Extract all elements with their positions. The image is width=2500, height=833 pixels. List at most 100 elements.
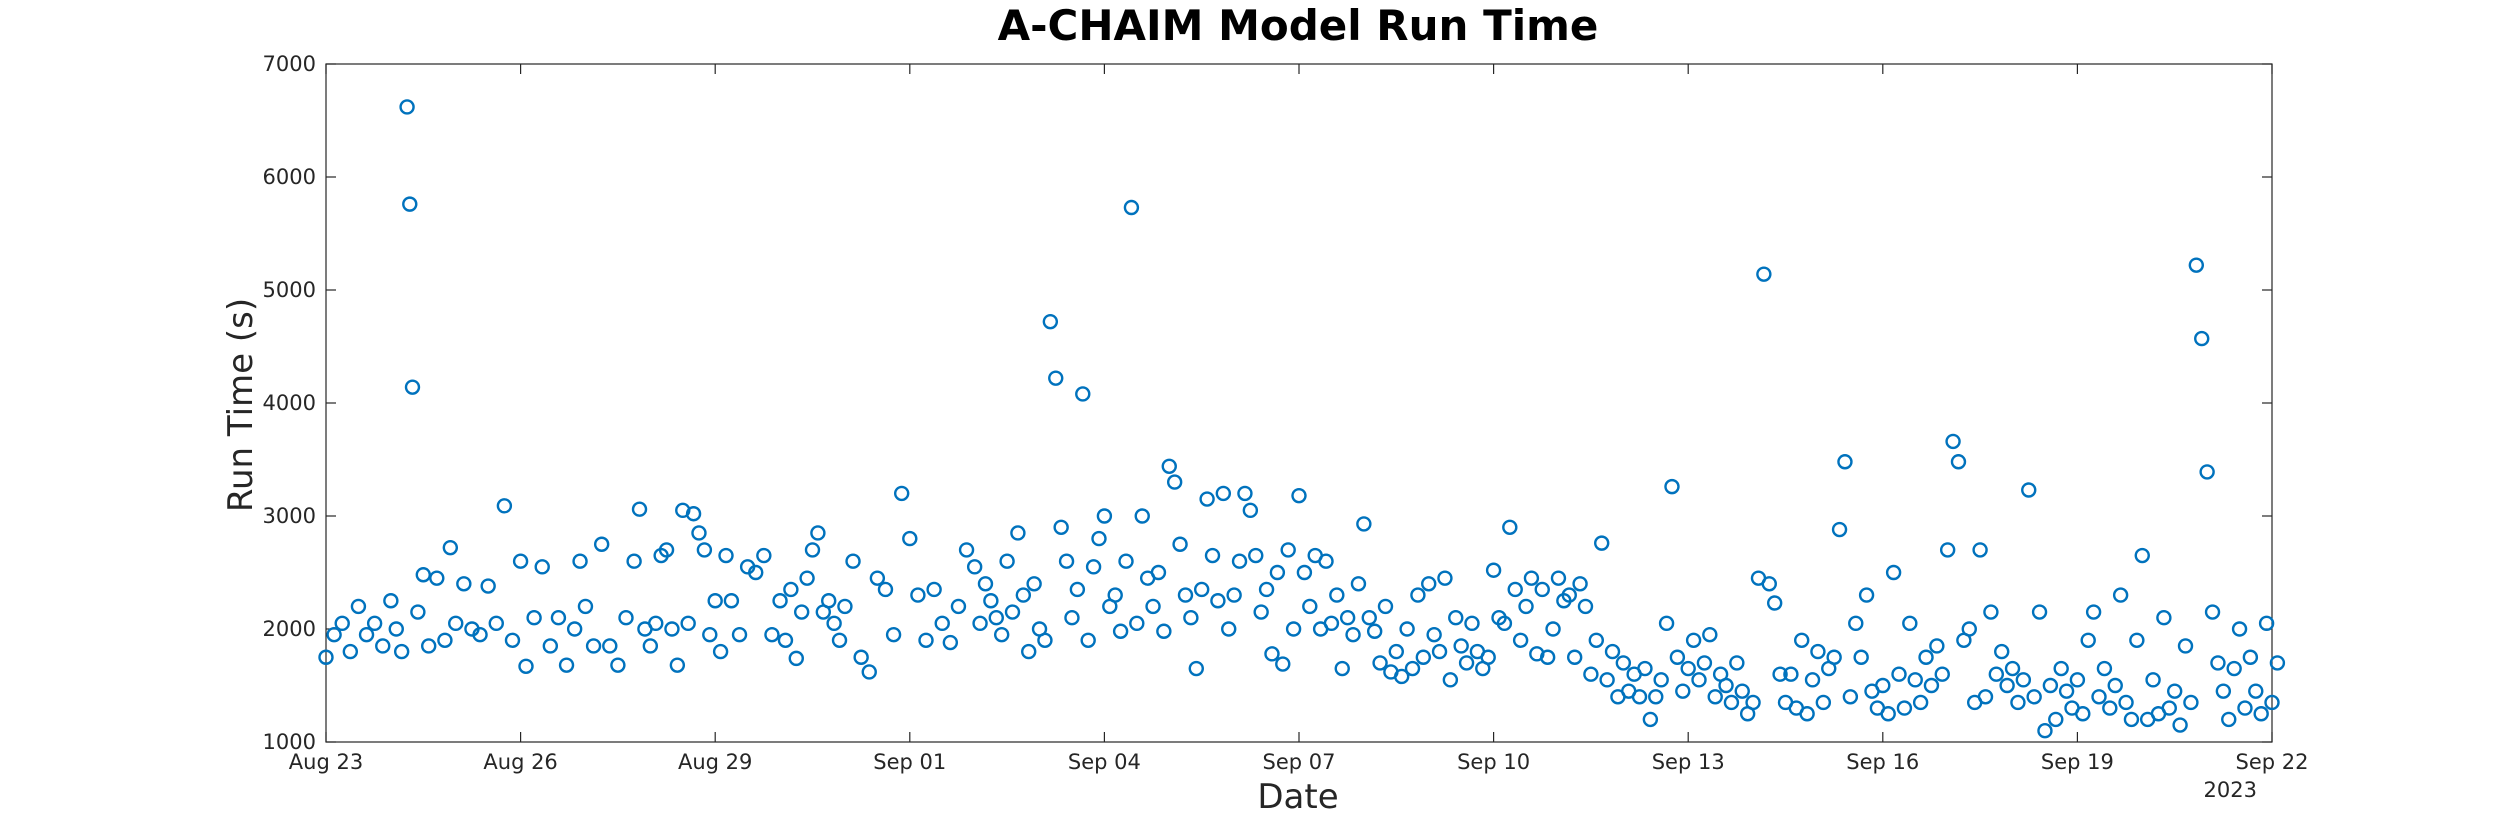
y-tick-label: 5000 xyxy=(263,278,316,302)
data-point xyxy=(658,542,675,558)
y-tick-label: 7000 xyxy=(263,52,316,76)
data-point xyxy=(1518,598,1534,615)
data-point xyxy=(1431,643,1448,660)
data-point xyxy=(1226,587,1242,603)
data-point xyxy=(1939,542,1956,558)
data-point xyxy=(1539,649,1556,665)
data-point xyxy=(1961,621,1977,637)
data-point xyxy=(950,598,967,615)
data-point xyxy=(566,621,583,637)
data-point xyxy=(1096,508,1113,524)
data-point xyxy=(1329,587,1345,603)
data-point xyxy=(2221,711,2237,728)
data-point xyxy=(1458,655,1475,671)
data-point xyxy=(480,578,496,594)
data-point xyxy=(2031,604,2048,620)
data-point xyxy=(1918,649,1934,665)
data-point xyxy=(1291,487,1307,504)
data-point xyxy=(1464,615,1480,632)
data-point xyxy=(926,581,942,598)
data-point xyxy=(626,553,642,569)
data-point xyxy=(2037,723,2053,739)
data-point xyxy=(618,610,634,626)
data-point xyxy=(2172,717,2188,733)
data-point xyxy=(664,621,680,637)
data-point xyxy=(869,570,886,586)
data-point xyxy=(999,553,1015,569)
data-point xyxy=(2161,700,2177,716)
x-tick-label: Sep 22 xyxy=(2236,750,2309,774)
data-point xyxy=(496,498,513,514)
data-point xyxy=(1783,666,1799,682)
y-tick-label: 3000 xyxy=(263,504,316,528)
data-point xyxy=(593,536,610,552)
data-point xyxy=(1221,621,1237,637)
data-point xyxy=(550,610,567,626)
data-point xyxy=(2107,677,2123,694)
data-point xyxy=(2096,660,2113,677)
x-axis: Aug 23 Aug 26 Aug 29 Sep 01 Sep 04 Sep 07 Sep … xyxy=(289,64,2309,774)
data-point xyxy=(1350,576,1367,592)
data-point xyxy=(861,664,877,680)
data-point xyxy=(702,626,718,643)
data-point xyxy=(326,626,342,643)
data-point xyxy=(504,632,521,648)
data-point xyxy=(837,598,853,615)
data-point xyxy=(577,598,594,615)
data-point xyxy=(1021,643,1037,660)
data-point xyxy=(1075,386,1091,402)
data-point xyxy=(1880,706,1896,722)
data-point xyxy=(1761,576,1777,592)
data-point xyxy=(1356,516,1372,532)
data-point xyxy=(1118,553,1134,569)
data-point xyxy=(393,643,410,660)
data-point xyxy=(1107,587,1123,603)
data-point xyxy=(1377,598,1394,615)
data-point xyxy=(1026,576,1042,592)
data-point xyxy=(1048,370,1064,386)
data-point xyxy=(718,547,734,564)
data-point xyxy=(1004,604,1021,620)
data-point xyxy=(1950,454,1967,470)
data-point xyxy=(1826,649,1842,665)
data-point xyxy=(2269,655,2286,671)
data-point xyxy=(1264,646,1280,662)
data-point xyxy=(1496,615,1513,632)
data-point xyxy=(1972,542,1988,558)
data-point xyxy=(1334,660,1350,677)
data-point xyxy=(902,530,918,547)
data-point xyxy=(1669,649,1686,665)
data-point xyxy=(1648,689,1664,705)
data-point xyxy=(358,626,375,643)
data-point xyxy=(831,632,848,648)
data-point xyxy=(691,525,707,541)
data-point xyxy=(1421,576,1437,592)
data-point xyxy=(1799,706,1815,722)
data-point xyxy=(1285,621,1302,637)
data-point xyxy=(2226,660,2242,677)
data-point xyxy=(1258,581,1275,598)
data-point xyxy=(399,99,415,115)
data-point xyxy=(1637,660,1653,677)
data-point xyxy=(1404,660,1421,677)
data-point xyxy=(2194,330,2210,347)
x-tick-label: Sep 13 xyxy=(1652,750,1725,774)
data-point xyxy=(1642,711,1659,728)
data-point xyxy=(456,576,472,592)
x-tick-label: Sep 19 xyxy=(2041,750,2114,774)
data-point xyxy=(1512,632,1529,648)
data-point xyxy=(1426,626,1442,643)
data-point xyxy=(375,638,391,654)
data-point xyxy=(1339,610,1356,626)
data-point xyxy=(1691,672,1707,688)
data-point xyxy=(642,638,659,654)
data-point xyxy=(2237,700,2253,716)
data-point xyxy=(877,581,894,598)
data-point xyxy=(1988,666,2005,682)
data-point xyxy=(1237,485,1253,502)
data-point xyxy=(1885,564,1902,581)
data-point xyxy=(723,593,740,609)
data-point xyxy=(1253,604,1269,620)
